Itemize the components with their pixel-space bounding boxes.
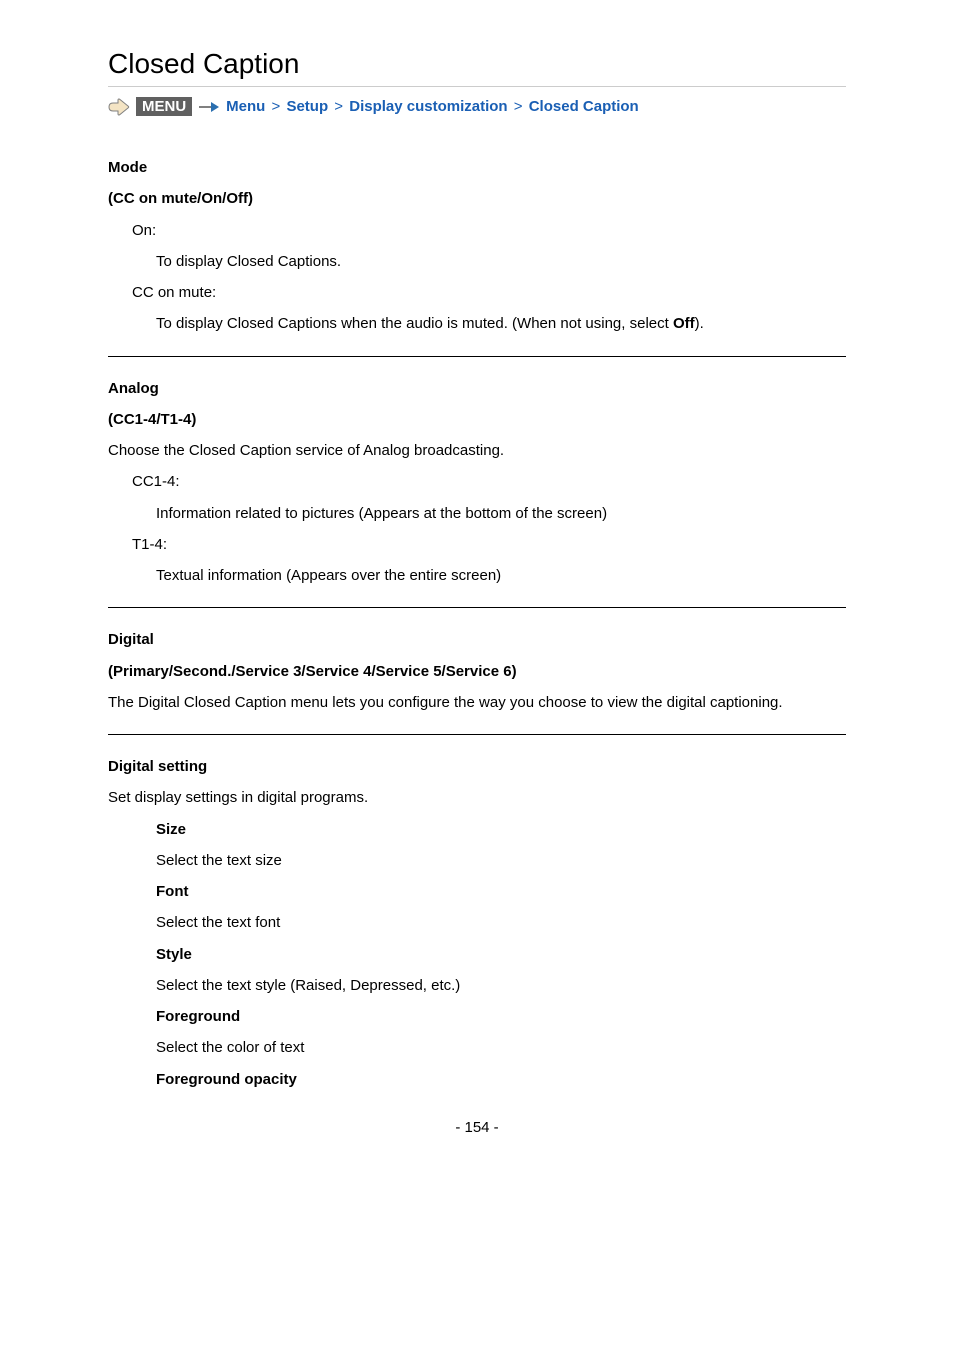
title-underline (108, 86, 846, 87)
nav-path: Menu > Setup > Display customization > C… (226, 98, 639, 115)
analog-item-label: T1-4: (108, 533, 846, 556)
section-digital-setting: Digital setting Set display settings in … (108, 755, 846, 1091)
setting-desc: Select the color of text (108, 1036, 846, 1059)
analog-item-desc: Textual information (Appears over the en… (108, 564, 846, 587)
nav-sep: > (514, 98, 523, 115)
analog-item-desc: Information related to pictures (Appears… (108, 502, 846, 525)
analog-options: (CC1-4/T1-4) (108, 408, 846, 431)
nav-link-display-customization[interactable]: Display customization (349, 98, 507, 115)
divider (108, 356, 846, 357)
analog-heading: Analog (108, 377, 846, 400)
setting-name: Size (108, 818, 846, 841)
page-title: Closed Caption (108, 48, 846, 80)
setting-name: Style (108, 943, 846, 966)
mode-item-desc: To display Closed Captions. (108, 250, 846, 273)
breadcrumb: MENU Menu > Setup > Display customizatio… (108, 97, 846, 116)
pointing-hand-icon (108, 98, 130, 116)
arrow-right-icon (198, 101, 220, 113)
mode-item-label: CC on mute: (108, 281, 846, 304)
divider (108, 734, 846, 735)
setting-desc: Select the text font (108, 911, 846, 934)
mode-item-desc: To display Closed Captions when the audi… (108, 312, 846, 335)
mode-options: (CC on mute/On/Off) (108, 187, 846, 210)
text: ). (695, 315, 704, 332)
text: To display Closed Captions when the audi… (156, 315, 673, 332)
nav-sep: > (272, 98, 281, 115)
nav-link-closed-caption[interactable]: Closed Caption (529, 98, 639, 115)
nav-link-setup[interactable]: Setup (286, 98, 328, 115)
nav-sep: > (334, 98, 343, 115)
digital-setting-items: Size Select the text size Font Select th… (108, 818, 846, 1091)
setting-name: Foreground (108, 1005, 846, 1028)
digital-setting-heading: Digital setting (108, 755, 846, 778)
analog-intro: Choose the Closed Caption service of Ana… (108, 439, 846, 462)
setting-name: Font (108, 880, 846, 903)
page-root: Closed Caption MENU Menu > Setup > Displ… (0, 0, 954, 1160)
mode-heading: Mode (108, 156, 846, 179)
nav-link-menu[interactable]: Menu (226, 98, 265, 115)
section-analog: Analog (CC1-4/T1-4) Choose the Closed Ca… (108, 377, 846, 588)
digital-desc: The Digital Closed Caption menu lets you… (108, 691, 846, 714)
menu-badge: MENU (136, 97, 192, 116)
section-mode: Mode (CC on mute/On/Off) On: To display … (108, 156, 846, 336)
digital-setting-intro: Set display settings in digital programs… (108, 786, 846, 809)
page-number: - 154 - (108, 1119, 846, 1136)
setting-desc: Select the text size (108, 849, 846, 872)
section-digital: Digital (Primary/Second./Service 3/Servi… (108, 628, 846, 714)
setting-name: Foreground opacity (108, 1068, 846, 1091)
digital-options: (Primary/Second./Service 3/Service 4/Ser… (108, 660, 846, 683)
setting-desc: Select the text style (Raised, Depressed… (108, 974, 846, 997)
divider (108, 607, 846, 608)
text-bold: Off (673, 315, 695, 332)
digital-heading: Digital (108, 628, 846, 651)
mode-item-label: On: (108, 219, 846, 242)
analog-item-label: CC1-4: (108, 470, 846, 493)
